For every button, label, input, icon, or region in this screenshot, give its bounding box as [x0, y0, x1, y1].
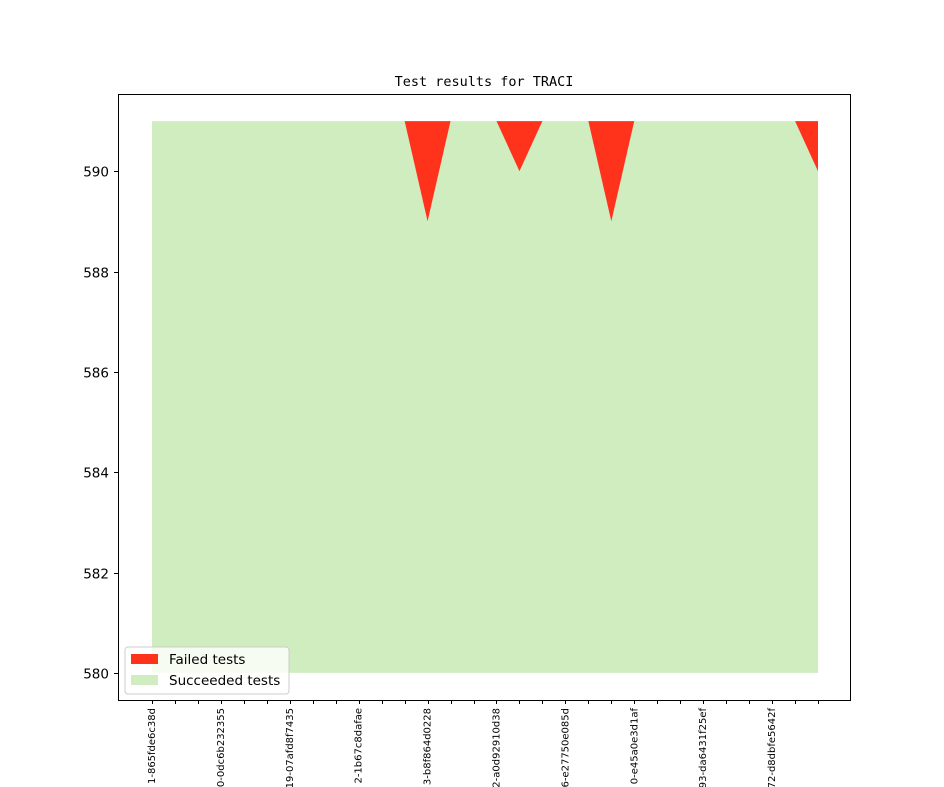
x-tick-label: 2-a0d92910d38 — [491, 708, 502, 787]
legend-swatch-failed — [131, 654, 158, 664]
x-tick-label: 0-e45a0e3d1af — [629, 708, 640, 785]
y-tick-label: 584 — [83, 466, 109, 482]
y-tick-label: 582 — [83, 567, 109, 583]
x-tick-label: 3-b8f864d0228 — [423, 708, 434, 785]
x-tick-label: 72-d8dbfe5642f — [767, 708, 778, 787]
legend-label-failed: Failed tests — [169, 652, 245, 668]
succeeded-area — [152, 121, 818, 673]
legend-label-succeeded: Succeeded tests — [169, 673, 280, 689]
x-tick-label: 0-0dc6b232355 — [216, 708, 227, 787]
legend-swatch-succeeded — [131, 675, 158, 685]
x-tick-label: 6-e27750e085d — [560, 708, 571, 787]
y-tick-label: 590 — [83, 165, 109, 181]
y-tick-label: 586 — [83, 366, 109, 382]
x-tick-label: 19-07afd8f7435 — [285, 708, 296, 787]
x-tick-label: 2-1b67c8dafae — [354, 708, 365, 784]
y-tick-label: 588 — [83, 266, 109, 282]
legend: Failed tests Succeeded tests — [124, 646, 290, 695]
chart-title: Test results for TRACI — [395, 74, 574, 90]
x-tick-label: 1-865fde6c38d — [147, 708, 158, 784]
x-tick-label: 93-da6431f25ef — [698, 708, 709, 787]
plot-frame — [118, 94, 851, 701]
y-tick-label: 580 — [83, 667, 109, 683]
